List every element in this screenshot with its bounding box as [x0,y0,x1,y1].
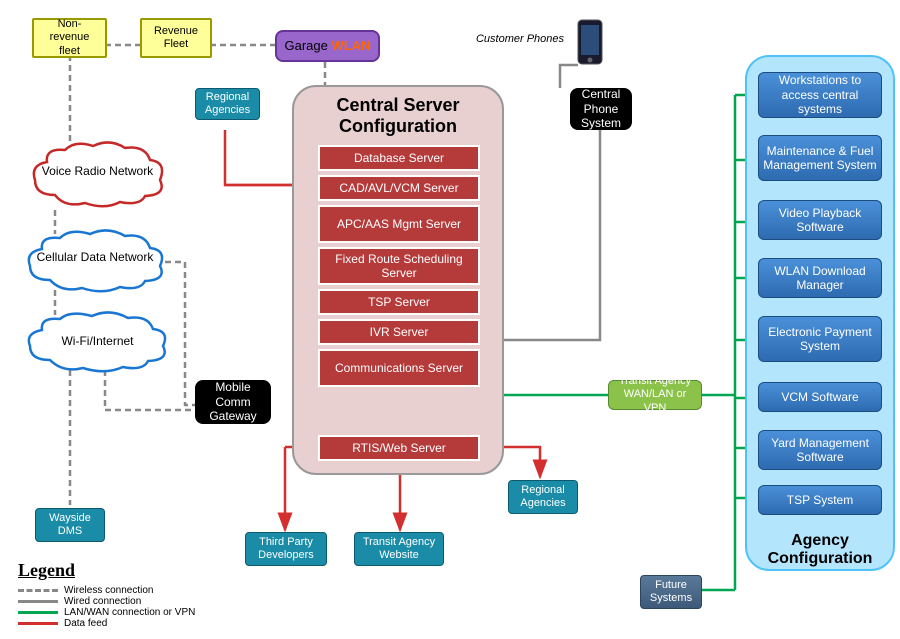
third-party-box: Third Party Developers [245,532,327,566]
server-apc: APC/AAS Mgmt Server [318,205,480,243]
mobile-comm-gateway-box: Mobile Comm Gateway [195,380,271,424]
non-revenue-fleet-box: Non-revenue fleet [32,18,107,58]
server-comm: Communications Server [318,349,480,387]
phone-icon [575,18,605,73]
agency-tsp: TSP System [758,485,882,515]
server-ivr: IVR Server [318,319,480,345]
agency-video: Video Playback Software [758,200,882,240]
regional-agencies-top: Regional Agencies [195,88,260,120]
regional-agencies-bottom: Regional Agencies [508,480,578,514]
agency-workstations: Workstations to access central systems [758,72,882,118]
agency-yard: Yard Management Software [758,430,882,470]
agency-config-title: Agency Configuration [750,532,890,568]
central-phone-system-box: Central Phone System [570,88,632,130]
agency-vcm: VCM Software [758,382,882,412]
legend: Legend Wireless connection Wired connect… [18,560,195,629]
central-server-title: Central Server Configuration [300,95,496,137]
voice-radio-cloud: Voice Radio Network [25,140,170,212]
future-systems-box: Future Systems [640,575,702,609]
revenue-fleet-box: Revenue Fleet [140,18,212,58]
agency-wlan: WLAN Download Manager [758,258,882,298]
server-tsp: TSP Server [318,289,480,315]
transit-website-box: Transit Agency Website [354,532,444,566]
garage-wlan-box: Garage WLAN [275,30,380,62]
wayside-dms-box: Wayside DMS [35,508,105,542]
wifi-cloud: Wi-Fi/Internet [20,310,175,375]
transit-wan-box: Transit Agency WAN/LAN or VPN [608,380,702,410]
server-database: Database Server [318,145,480,171]
cloud-label: Cellular Data Network [20,250,170,264]
server-fixedroute: Fixed Route Scheduling Server [318,247,480,285]
cellular-data-cloud: Cellular Data Network [20,228,170,296]
customer-phones-label: Customer Phones [460,32,580,48]
label: Non-revenue fleet [38,18,101,58]
agency-maintenance: Maintenance & Fuel Management System [758,135,882,181]
agency-payment: Electronic Payment System [758,316,882,362]
label: Revenue Fleet [146,25,206,51]
cloud-label: Voice Radio Network [25,164,170,178]
legend-title: Legend [18,560,195,581]
cloud-label: Wi-Fi/Internet [20,334,175,348]
server-rtis: RTIS/Web Server [318,435,480,461]
server-cadavl: CAD/AVL/VCM Server [318,175,480,201]
